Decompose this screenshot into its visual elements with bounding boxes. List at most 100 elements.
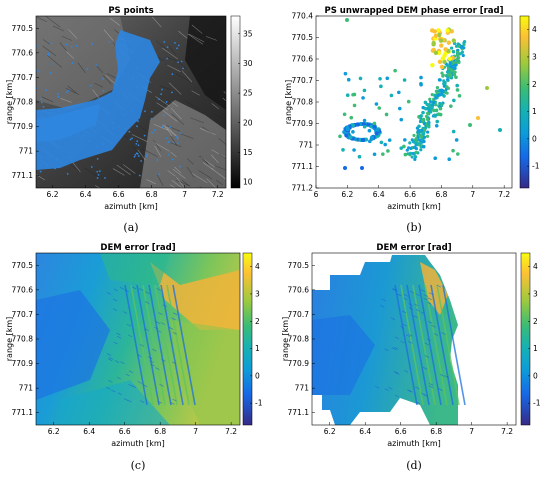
ytick-label: 770.8 (12, 98, 34, 107)
ridge-stripe (160, 284, 184, 406)
scatter-point (436, 28, 441, 33)
sar-texture-stroke (66, 51, 75, 59)
sar-texture-stroke (191, 24, 203, 34)
ps-point (54, 167, 56, 170)
texture-stroke (423, 294, 428, 297)
ytick-label: 770.9 (12, 359, 34, 368)
texture-stroke (173, 312, 178, 316)
texture-stroke (422, 366, 428, 370)
texture-stroke (106, 386, 111, 390)
sar-texture-stroke (190, 117, 204, 124)
xtick-label: 7.2 (212, 190, 224, 199)
sar-texture-stroke (94, 82, 103, 88)
scatter-point (454, 63, 458, 67)
ps-point (42, 105, 45, 108)
texture-stroke (137, 354, 142, 357)
scatter-point (451, 38, 457, 43)
ytick-label: 770.7 (12, 310, 34, 319)
sar-texture-stroke (210, 16, 219, 24)
xtick-label: 6.8 (430, 427, 442, 436)
scatter-point (410, 155, 414, 159)
scatter-point (447, 56, 453, 61)
scatter-point (399, 146, 404, 150)
texture-stroke (403, 297, 408, 301)
scatter-point (367, 128, 372, 133)
ps-point (96, 177, 99, 179)
scatter-point (348, 135, 353, 140)
scatter-point (431, 40, 436, 46)
ps-point (98, 170, 101, 173)
title-b: PS unwrapped DEM phase error [rad] (324, 6, 503, 16)
ridge-stripe (154, 284, 178, 406)
scatter-point (436, 112, 441, 116)
ps-point (129, 138, 132, 141)
colorbar-tick-label: 0 (532, 134, 537, 143)
scatter-point (412, 133, 416, 138)
ps-point (58, 110, 61, 113)
texture-stroke (149, 360, 154, 363)
texture-stroke (420, 289, 426, 293)
xtick-label: 6.2 (341, 190, 353, 199)
sar-texture-stroke (218, 153, 226, 159)
scatter-point (344, 133, 349, 138)
texture-stroke (157, 330, 162, 333)
scatter-point (352, 103, 357, 108)
sar-texture-stroke (199, 128, 216, 136)
ps-point (88, 139, 90, 142)
texture-stroke (380, 304, 385, 308)
ps-point (166, 46, 169, 49)
scatter-point (413, 157, 417, 161)
scatter-point (341, 148, 345, 152)
scatter-point (385, 76, 390, 81)
ps-point (36, 44, 38, 47)
colorbar-tick-label: 15 (243, 148, 253, 157)
sar-texture-stroke (68, 29, 78, 39)
texture-stroke (113, 341, 118, 345)
texture-stroke (125, 373, 130, 377)
sar-texture-stroke (153, 139, 162, 152)
ps-point (162, 114, 165, 117)
ps-point (136, 125, 138, 128)
ps-point (50, 42, 53, 45)
ps-point (75, 44, 78, 47)
ridge-stripe (166, 284, 190, 406)
scatter-point (403, 152, 408, 157)
scatter-point (414, 150, 418, 154)
ytick-label: 771 (19, 384, 34, 393)
scatter-point (453, 66, 457, 71)
texture-stroke (444, 375, 449, 379)
ps-point (49, 71, 52, 74)
sar-texture-stroke (205, 36, 217, 41)
texture-stroke (439, 374, 445, 377)
ps-point (161, 125, 164, 128)
scatter-point (432, 108, 436, 113)
scatter-point (402, 78, 407, 82)
ylabel-c: range [km] (5, 317, 14, 361)
sar-texture-stroke (162, 47, 179, 60)
scatter-point (445, 78, 450, 82)
ps-point (176, 47, 178, 50)
ylabel-d: range [km] (281, 317, 290, 361)
scatter-point (386, 149, 390, 153)
texture-stroke (415, 293, 420, 297)
ytick-label: 770.8 (288, 335, 310, 344)
colorbar-tick-label: 3 (532, 52, 537, 61)
texture-stroke (420, 311, 425, 315)
scatter-point (498, 128, 502, 132)
scatter-point (429, 110, 433, 114)
scatter-point (418, 119, 423, 124)
texture-stroke (391, 288, 397, 292)
xtick-label: 6.6 (119, 427, 131, 436)
sar-texture-stroke (223, 91, 226, 95)
region-bottom-cyan (60, 380, 170, 425)
texture-stroke (120, 361, 125, 365)
scatter-point (461, 53, 465, 58)
scatter-point (349, 115, 354, 120)
texture-stroke (139, 343, 144, 347)
ridge-stripe (430, 284, 454, 406)
scatter-point (460, 50, 464, 54)
ps-point (39, 170, 42, 173)
ps-point (96, 170, 99, 173)
scatter-point (438, 101, 442, 106)
texture-stroke (390, 317, 396, 321)
